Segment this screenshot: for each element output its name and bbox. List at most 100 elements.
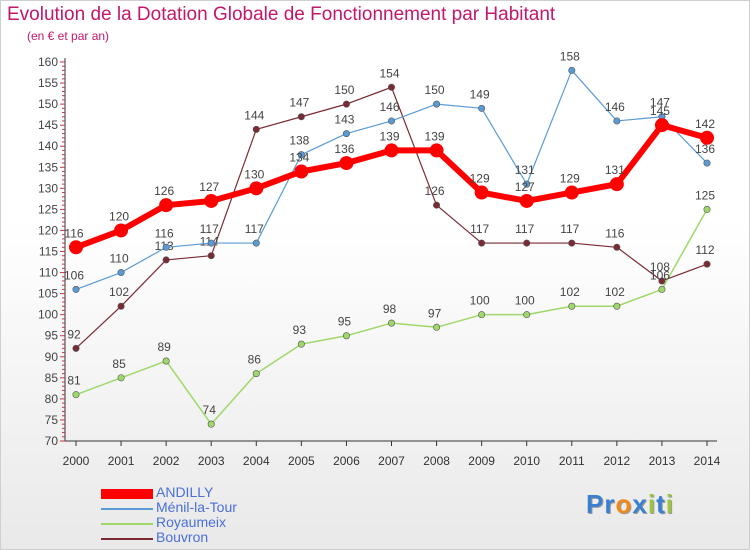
data-label-royaumeix: 106 (650, 268, 670, 282)
y-tick-label: 155 (38, 76, 58, 90)
data-label-m-nil-la-tour: 143 (334, 113, 354, 127)
data-label-bouvron: 117 (560, 222, 579, 236)
data-point-andilly (429, 143, 444, 158)
data-point-andilly (654, 118, 669, 133)
data-label-bouvron: 117 (515, 222, 534, 236)
data-point-bouvron (297, 113, 305, 121)
data-label-m-nil-la-tour: 158 (560, 49, 580, 63)
data-label-royaumeix: 100 (470, 294, 490, 308)
data-label-andilly: 127 (515, 180, 535, 194)
data-label-bouvron: 126 (425, 184, 445, 198)
x-tick-label: 2001 (108, 454, 135, 468)
y-tick-label: 95 (45, 329, 59, 343)
data-point-royaumeix (72, 391, 80, 399)
data-point-m-nil-la-tour (342, 130, 350, 138)
data-label-bouvron: 92 (67, 327, 81, 341)
data-point-bouvron (162, 256, 170, 264)
logo-letter: i (647, 489, 657, 519)
x-tick-label: 2006 (333, 454, 360, 468)
data-label-m-nil-la-tour: 138 (289, 134, 309, 148)
data-label-andilly: 120 (109, 209, 129, 223)
data-point-royaumeix (433, 323, 441, 331)
data-point-bouvron (613, 243, 621, 251)
data-point-royaumeix (523, 311, 531, 319)
data-label-bouvron: 102 (109, 285, 129, 299)
data-point-m-nil-la-tour (387, 117, 395, 125)
data-point-bouvron (252, 125, 260, 133)
data-point-royaumeix (297, 340, 305, 348)
data-point-bouvron (703, 260, 711, 268)
data-point-royaumeix (387, 319, 395, 327)
data-label-andilly: 131 (605, 163, 625, 177)
y-tick-label: 115 (39, 245, 58, 259)
data-label-royaumeix: 102 (560, 285, 580, 299)
data-point-m-nil-la-tour (297, 151, 305, 159)
data-label-royaumeix: 102 (605, 285, 625, 299)
legend-label-bouvron: Bouvron (156, 529, 209, 545)
data-point-m-nil-la-tour (117, 269, 125, 277)
data-point-m-nil-la-tour (207, 239, 215, 247)
data-label-andilly: 126 (154, 184, 174, 198)
data-point-bouvron (72, 344, 80, 352)
data-point-m-nil-la-tour (433, 100, 441, 108)
x-tick-label: 2013 (649, 454, 676, 468)
y-tick-label: 85 (45, 371, 59, 385)
x-tick-label: 2014 (694, 454, 721, 468)
data-point-m-nil-la-tour (162, 243, 170, 251)
data-label-m-nil-la-tour: 146 (379, 100, 399, 114)
logo-letter: x (632, 489, 648, 519)
data-label-bouvron: 154 (379, 66, 399, 80)
data-point-bouvron (387, 83, 395, 91)
data-point-andilly (114, 223, 129, 238)
data-point-andilly (159, 198, 174, 213)
data-label-royaumeix: 100 (515, 294, 535, 308)
data-label-andilly: 145 (650, 104, 670, 118)
x-tick-label: 2007 (378, 454, 405, 468)
data-label-royaumeix: 81 (67, 374, 81, 388)
data-point-royaumeix (613, 302, 621, 310)
data-point-andilly (339, 156, 354, 171)
legend-swatch-royaumeix (101, 523, 153, 525)
data-label-bouvron: 147 (289, 96, 309, 110)
y-tick-label: 75 (45, 413, 59, 427)
data-point-m-nil-la-tour (252, 239, 260, 247)
x-tick-label: 2000 (63, 454, 90, 468)
data-label-royaumeix: 89 (157, 340, 171, 354)
data-label-bouvron: 150 (334, 83, 354, 97)
data-label-bouvron: 144 (244, 108, 264, 122)
legend-swatch-m-nil-la-tour (101, 508, 153, 510)
y-tick-label: 120 (38, 223, 58, 237)
data-label-bouvron: 112 (695, 243, 714, 257)
y-tick-label: 125 (38, 202, 58, 216)
data-point-royaumeix (703, 205, 711, 213)
data-point-andilly (294, 164, 309, 179)
logo-letter: r (604, 489, 616, 519)
chart-subtitle: (en € et par an) (27, 29, 110, 43)
x-tick-label: 2004 (243, 454, 270, 468)
data-label-andilly: 116 (64, 226, 83, 240)
y-tick-label: 160 (38, 55, 58, 69)
data-point-andilly (204, 193, 219, 208)
data-label-bouvron: 117 (470, 222, 489, 236)
y-tick-label: 110 (39, 266, 58, 280)
data-point-royaumeix (252, 370, 260, 378)
logo-letter: P (586, 489, 605, 519)
y-tick-label: 140 (38, 139, 58, 153)
data-label-m-nil-la-tour: 117 (245, 222, 264, 236)
data-point-andilly (609, 177, 624, 192)
data-label-m-nil-la-tour: 116 (155, 226, 174, 240)
proxiti-logo: Proxiti (586, 489, 674, 520)
data-point-m-nil-la-tour (72, 285, 80, 293)
data-point-m-nil-la-tour (703, 159, 711, 167)
x-tick-label: 2009 (468, 454, 495, 468)
x-tick-label: 2010 (513, 454, 540, 468)
data-label-royaumeix: 97 (428, 306, 442, 320)
data-label-m-nil-la-tour: 150 (425, 83, 445, 97)
data-label-m-nil-la-tour: 110 (110, 252, 129, 266)
data-label-andilly: 139 (379, 129, 399, 143)
data-label-bouvron: 116 (605, 226, 624, 240)
data-point-bouvron (117, 302, 125, 310)
logo-letter: t (656, 489, 666, 519)
data-label-royaumeix: 98 (383, 302, 397, 316)
